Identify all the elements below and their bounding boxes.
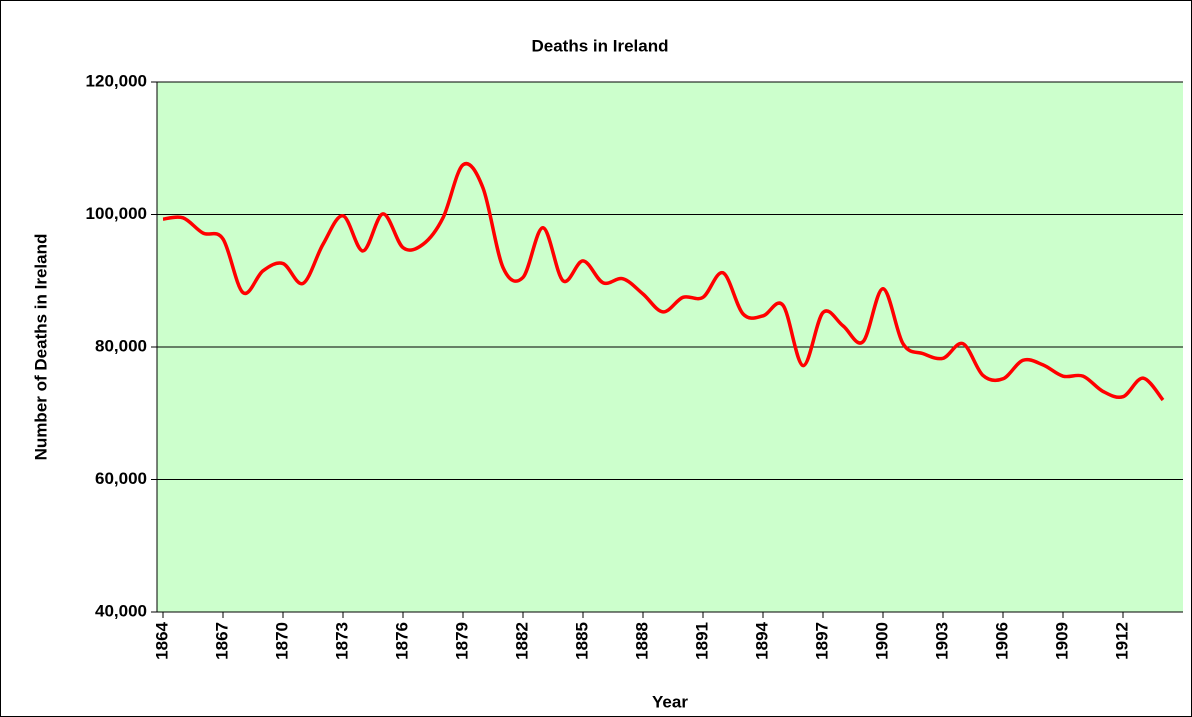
y-tick-label: 80,000	[95, 336, 147, 355]
x-tick-label: 1891	[692, 622, 711, 660]
x-tick-label: 1912	[1112, 622, 1131, 660]
x-tick-label: 1906	[992, 622, 1011, 660]
y-tick-label: 100,000	[86, 204, 147, 223]
y-tick-label: 120,000	[86, 71, 147, 90]
y-axis-label: Number of Deaths in Ireland	[31, 234, 50, 461]
x-tick-label: 1870	[272, 622, 291, 660]
x-tick-label: 1894	[752, 621, 771, 659]
x-tick-label: 1864	[152, 621, 171, 659]
x-tick-label: 1876	[392, 622, 411, 660]
y-tick-label: 40,000	[95, 601, 147, 620]
x-tick-label: 1897	[812, 622, 831, 660]
x-tick-label: 1867	[212, 622, 231, 660]
data-line	[162, 161, 1165, 402]
x-tick-label: 1879	[452, 622, 471, 660]
y-tick-label: 60,000	[95, 469, 147, 488]
x-tick-label: 1900	[872, 622, 891, 660]
x-tick-label: 1888	[632, 622, 651, 660]
x-tick-label: 1882	[512, 622, 531, 660]
x-axis-label: Year	[652, 692, 688, 711]
x-tick-label: 1909	[1052, 622, 1071, 660]
chart-title: Deaths in Ireland	[532, 36, 669, 55]
x-tick-label: 1885	[572, 622, 591, 660]
x-tick-label: 1873	[332, 622, 351, 660]
x-tick-label: 1903	[932, 622, 951, 660]
